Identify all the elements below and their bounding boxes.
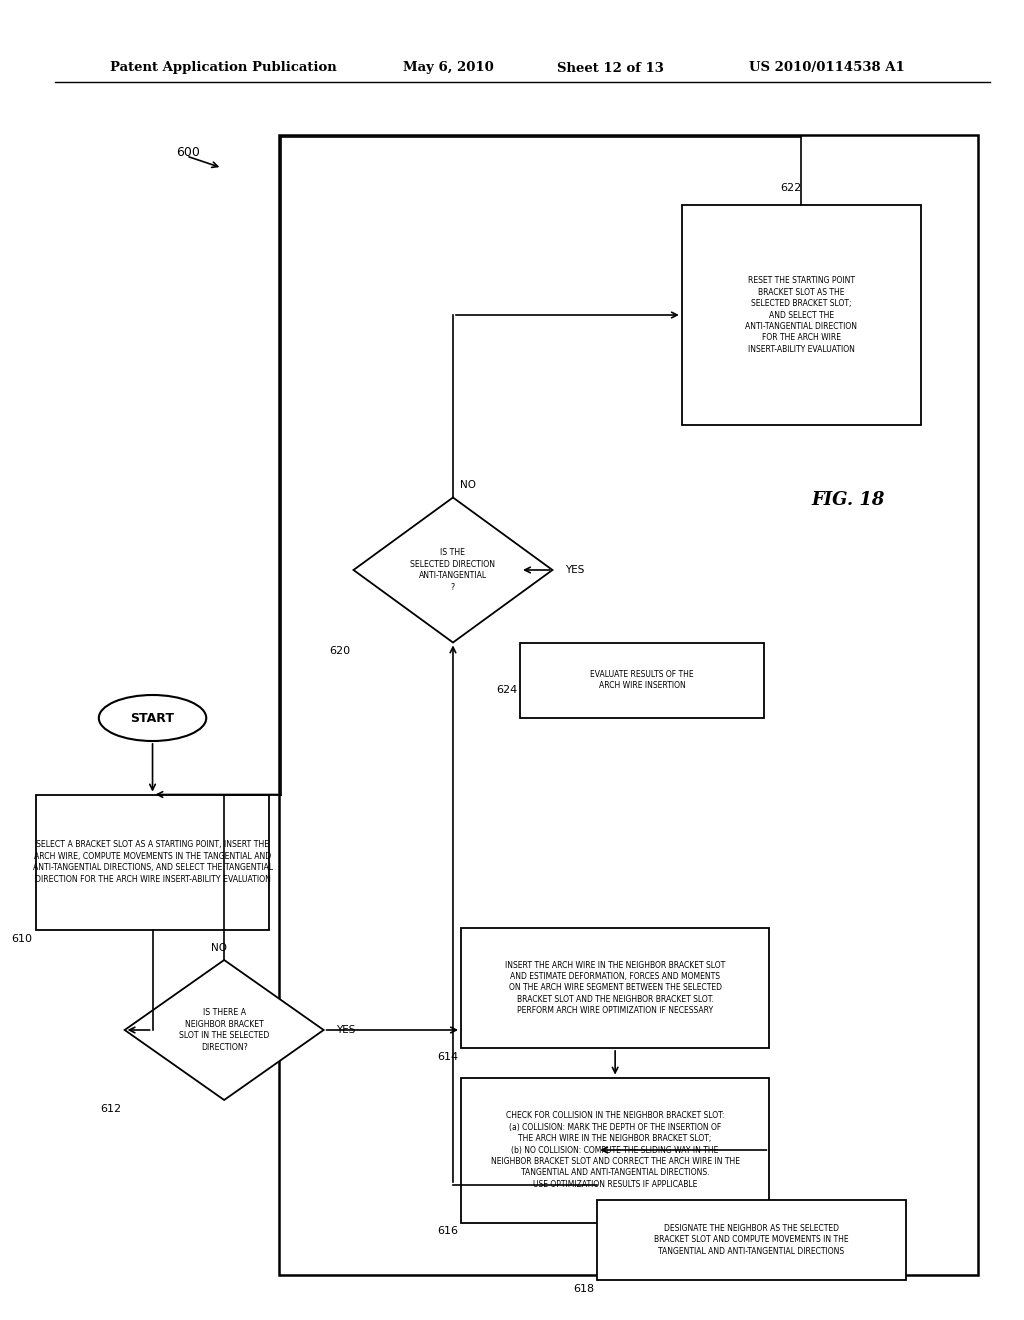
Text: 612: 612 (100, 1104, 122, 1114)
Text: 600: 600 (176, 145, 201, 158)
Text: 622: 622 (780, 183, 802, 193)
Text: 620: 620 (330, 647, 350, 656)
Text: DESIGNATE THE NEIGHBOR AS THE SELECTED
BRACKET SLOT AND COMPUTE MOVEMENTS IN THE: DESIGNATE THE NEIGHBOR AS THE SELECTED B… (654, 1224, 849, 1255)
Text: START: START (130, 711, 174, 725)
Text: 614: 614 (437, 1052, 458, 1063)
Text: FIG. 18: FIG. 18 (811, 491, 885, 510)
Bar (682, 205, 921, 425)
Text: NO: NO (211, 942, 227, 953)
Text: Sheet 12 of 13: Sheet 12 of 13 (557, 62, 665, 74)
Text: 610: 610 (11, 933, 33, 944)
Text: IS THE
SELECTED DIRECTION
ANTI-TANGENTIAL
?: IS THE SELECTED DIRECTION ANTI-TANGENTIA… (411, 548, 496, 591)
Bar (520, 643, 764, 718)
Text: 624: 624 (496, 685, 517, 696)
Text: SELECT A BRACKET SLOT AS A STARTING POINT, INSERT THE
ARCH WIRE, COMPUTE MOVEMEN: SELECT A BRACKET SLOT AS A STARTING POIN… (33, 841, 272, 883)
Text: May 6, 2010: May 6, 2010 (403, 62, 494, 74)
Bar (461, 1077, 769, 1222)
Polygon shape (125, 960, 324, 1100)
Text: CHECK FOR COLLISION IN THE NEIGHBOR BRACKET SLOT:
(a) COLLISION: MARK THE DEPTH : CHECK FOR COLLISION IN THE NEIGHBOR BRAC… (490, 1111, 739, 1189)
Text: Patent Application Publication: Patent Application Publication (110, 62, 337, 74)
Text: YES: YES (564, 565, 584, 576)
Text: NO: NO (460, 480, 476, 491)
Bar (36, 795, 269, 929)
Bar (597, 1200, 905, 1280)
Ellipse shape (98, 696, 206, 741)
Text: YES: YES (336, 1026, 355, 1035)
Text: EVALUATE RESULTS OF THE
ARCH WIRE INSERTION: EVALUATE RESULTS OF THE ARCH WIRE INSERT… (590, 669, 694, 690)
Text: RESET THE STARTING POINT
BRACKET SLOT AS THE
SELECTED BRACKET SLOT;
AND SELECT T: RESET THE STARTING POINT BRACKET SLOT AS… (745, 276, 857, 354)
Polygon shape (353, 498, 553, 643)
Bar (461, 928, 769, 1048)
Text: IS THERE A
NEIGHBOR BRACKET
SLOT IN THE SELECTED
DIRECTION?: IS THERE A NEIGHBOR BRACKET SLOT IN THE … (179, 1008, 269, 1052)
Bar (279, 135, 978, 1275)
Text: 618: 618 (573, 1284, 594, 1294)
Text: US 2010/0114538 A1: US 2010/0114538 A1 (750, 62, 905, 74)
Text: INSERT THE ARCH WIRE IN THE NEIGHBOR BRACKET SLOT
AND ESTIMATE DEFORMATION, FORC: INSERT THE ARCH WIRE IN THE NEIGHBOR BRA… (505, 961, 725, 1015)
Text: 616: 616 (437, 1226, 458, 1237)
